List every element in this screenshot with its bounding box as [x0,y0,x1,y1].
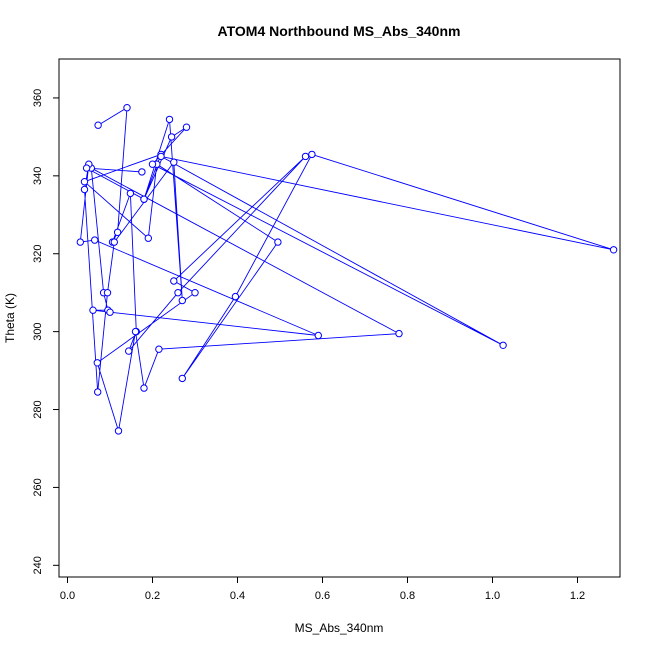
x-tick-label: 1.0 [485,590,500,602]
y-tick-label: 300 [32,322,44,340]
data-point [144,234,153,242]
x-axis-label: MS_Abs_340nm [295,621,384,635]
data-point [274,238,282,246]
data-point [94,121,102,129]
data-point [110,238,119,246]
data-point [182,123,191,131]
x-axis: 0.0 0.2 0.4 0.6 0.8 1.0 1.2 [60,576,585,602]
series-points [76,104,618,435]
data-point [231,292,240,301]
data-point [80,185,89,194]
y-tick-label: 340 [32,167,44,185]
x-tick-label: 0.4 [230,590,245,602]
data-point [170,158,178,166]
data-point [395,329,403,338]
data-point [174,289,182,297]
data-point [76,238,85,246]
data-point [301,152,310,161]
y-tick-label: 260 [32,478,44,496]
data-point [178,374,187,383]
data-point [140,384,148,392]
y-tick-label: 360 [32,89,44,107]
data-point [126,189,135,198]
chart-title: ATOM4 Northbound MS_Abs_340nm [218,23,461,39]
data-point [308,150,316,159]
x-tick-label: 0.8 [400,590,415,602]
plot-frame [58,58,621,578]
x-tick-label: 0.0 [60,590,75,602]
data-point [138,168,146,176]
data-point [499,341,507,349]
data-point [91,236,99,244]
data-point [82,164,91,172]
y-tick-label: 320 [32,245,44,263]
x-tick-label: 0.6 [315,590,330,602]
data-point [80,178,89,186]
data-point [157,152,165,161]
data-point [155,345,163,353]
data-point [94,388,102,396]
data-point [131,327,140,336]
data-point [148,160,157,168]
y-axis-label: Theta (K) [3,293,17,343]
data-point [114,427,123,435]
data-point [170,277,178,285]
y-tick-label: 280 [32,400,44,418]
x-tick-label: 1.2 [570,590,585,602]
data-point [93,359,102,367]
data-point [167,133,176,141]
data-point [125,347,133,355]
y-axis: 240 260 280 300 320 340 360 [32,89,60,574]
data-point [191,289,199,297]
data-point [178,296,187,305]
data-point [89,306,97,314]
data-point [140,195,148,203]
x-tick-label: 0.2 [145,590,160,602]
data-point [103,289,112,297]
data-point [113,228,122,237]
data-point [165,115,174,124]
data-point [123,104,131,112]
data-point [106,308,114,316]
data-point [314,331,322,340]
y-tick-label: 240 [32,556,44,574]
data-point [609,246,618,254]
